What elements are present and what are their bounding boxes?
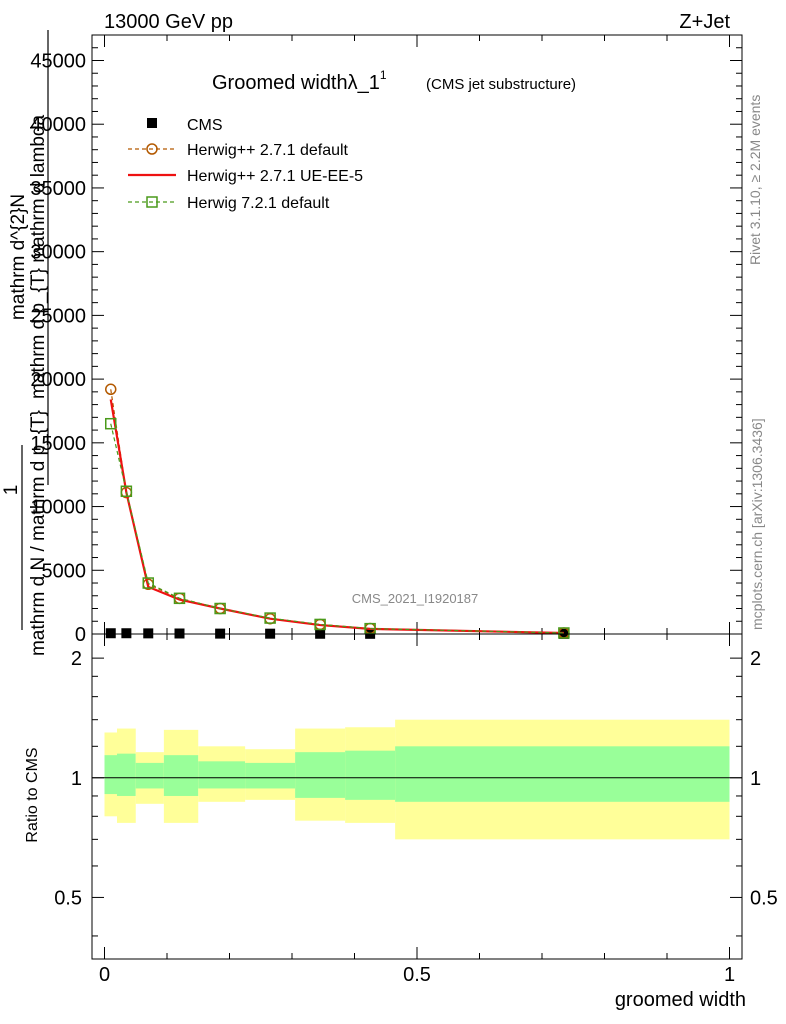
main-y-label-one: 1 [1,485,22,496]
ratio-y-tick-label-right: 0.5 [750,887,778,909]
ratio-plot-frame [91,633,743,960]
ratio-y-tick-label-right: 2 [750,648,761,670]
x-axis-label: groomed width [615,989,746,1011]
series-line-herwig-2-7-1-default [110,389,564,634]
legend-marker-herwig7-default [146,196,158,208]
mcplots-label: mcplots.cern.ch [arXiv:1306.3436] [749,418,765,630]
legend-marker-herwigpp-default [146,143,158,155]
main-plot: 0 5000 10000 15000 20000 25000 30000 35000 40000… [30,34,743,646]
legend-marker-cms [147,118,157,128]
ratio-bands [92,719,742,840]
ratio-y-label: Ratio to CMS [24,747,41,842]
series-line-herwig-7-2-1-default [110,423,564,634]
analysis-watermark: CMS_2021_I1920187 [352,591,479,606]
x-tick-label: 1 [724,964,735,986]
ratio-stat-band [295,752,346,798]
chart-title-main: Groomed widthλ_1 [212,72,380,94]
ratio-stat-band [245,762,296,789]
ratio-plot: 0.5 0.51 12 2 0 0.5 1 [54,633,778,986]
data-point-herwig-2-7-1-default [105,383,117,396]
chart-subtitle: (CMS jet substructure) [426,76,576,93]
ratio-y-tick-label: 0.5 [54,887,82,909]
data-point-cms [174,628,185,639]
ratio-stat-band [395,746,730,802]
main-y-axis: 0 5000 10000 15000 20000 25000 30000 35000 40000… [30,34,742,646]
ratio-stat-band [345,750,396,800]
data-point-herwig-7-2-1-default [173,592,186,605]
legend-label-herwig7-default: Herwig 7.2.1 default [187,195,330,212]
main-series [105,383,570,639]
legend-label-cms: CMS [187,117,223,134]
ratio-y-axis: 0.5 0.5 1 1 2 2 [54,648,778,937]
ratio-stat-band [104,755,117,795]
main-y-tick-label: 45000 [30,50,86,72]
main-y-label-mid: mathrm d p_{T} mathrm d lambda [28,115,49,399]
ratio-y-tick-label: 1 [71,768,82,790]
data-point-cms [121,628,132,639]
legend: CMS Herwig++ 2.7.1 default Herwig++ 2.7.… [128,117,363,212]
ratio-x-axis: 0 0.5 1 [99,634,735,986]
chart-title: Groomed widthλ_11 [212,68,387,94]
ratio-y-tick-label-right: 1 [750,768,761,790]
data-point-herwig-7-2-1-default [120,485,133,498]
ratio-y-tick-label: 2 [71,648,82,670]
data-point-cms [143,628,154,639]
main-y-label-bottom: mathrm d N / mathrm d p_{T} [28,410,49,656]
data-point-cms [105,628,116,639]
main-y-tick-label: 40000 [30,114,86,136]
main-y-tick-label: 30000 [30,242,86,264]
x-tick-label: 0.5 [403,964,431,986]
rivet-label: Rivet 3.1.10, ≥ 2.2M events [747,95,763,265]
data-point-herwig-7-2-1-default [558,627,570,639]
main-y-label-top: mathrm d^{2}N [8,194,29,320]
legend-label-herwigpp-default: Herwig++ 2.7.1 default [187,142,349,159]
ratio-stat-band [198,761,246,789]
process-label: Z+Jet [679,11,730,33]
chart-title-sup: 1 [380,68,387,82]
ratio-stat-band [117,753,136,796]
data-point-herwig-7-2-1-default [105,417,117,430]
data-point-herwig-7-2-1-default [314,618,326,631]
data-point-herwig-7-2-1-default [142,577,154,589]
main-y-tick-label: 10000 [30,497,86,519]
legend-label-herwigpp-ueee5: Herwig++ 2.7.1 UE-EE-5 [187,168,363,185]
main-y-tick-label: 25000 [30,305,86,327]
main-y-tick-label: 20000 [30,369,86,391]
energy-label: 13000 GeV pp [104,11,233,33]
ratio-stat-band [135,762,164,789]
main-y-label: mathrm d^{2}N mathrm d p_{T} mathrm d la… [1,30,49,656]
main-y-tick-label: 5000 [42,560,87,582]
main-y-tick-label: 0 [75,624,86,646]
main-y-tick-label: 35000 [30,178,86,200]
data-point-herwig-7-2-1-default [214,602,226,615]
ratio-stat-band [163,755,199,796]
x-tick-label: 0 [99,964,110,986]
data-point-herwig-7-2-1-default [264,612,276,624]
main-y-tick-label: 15000 [30,433,86,455]
